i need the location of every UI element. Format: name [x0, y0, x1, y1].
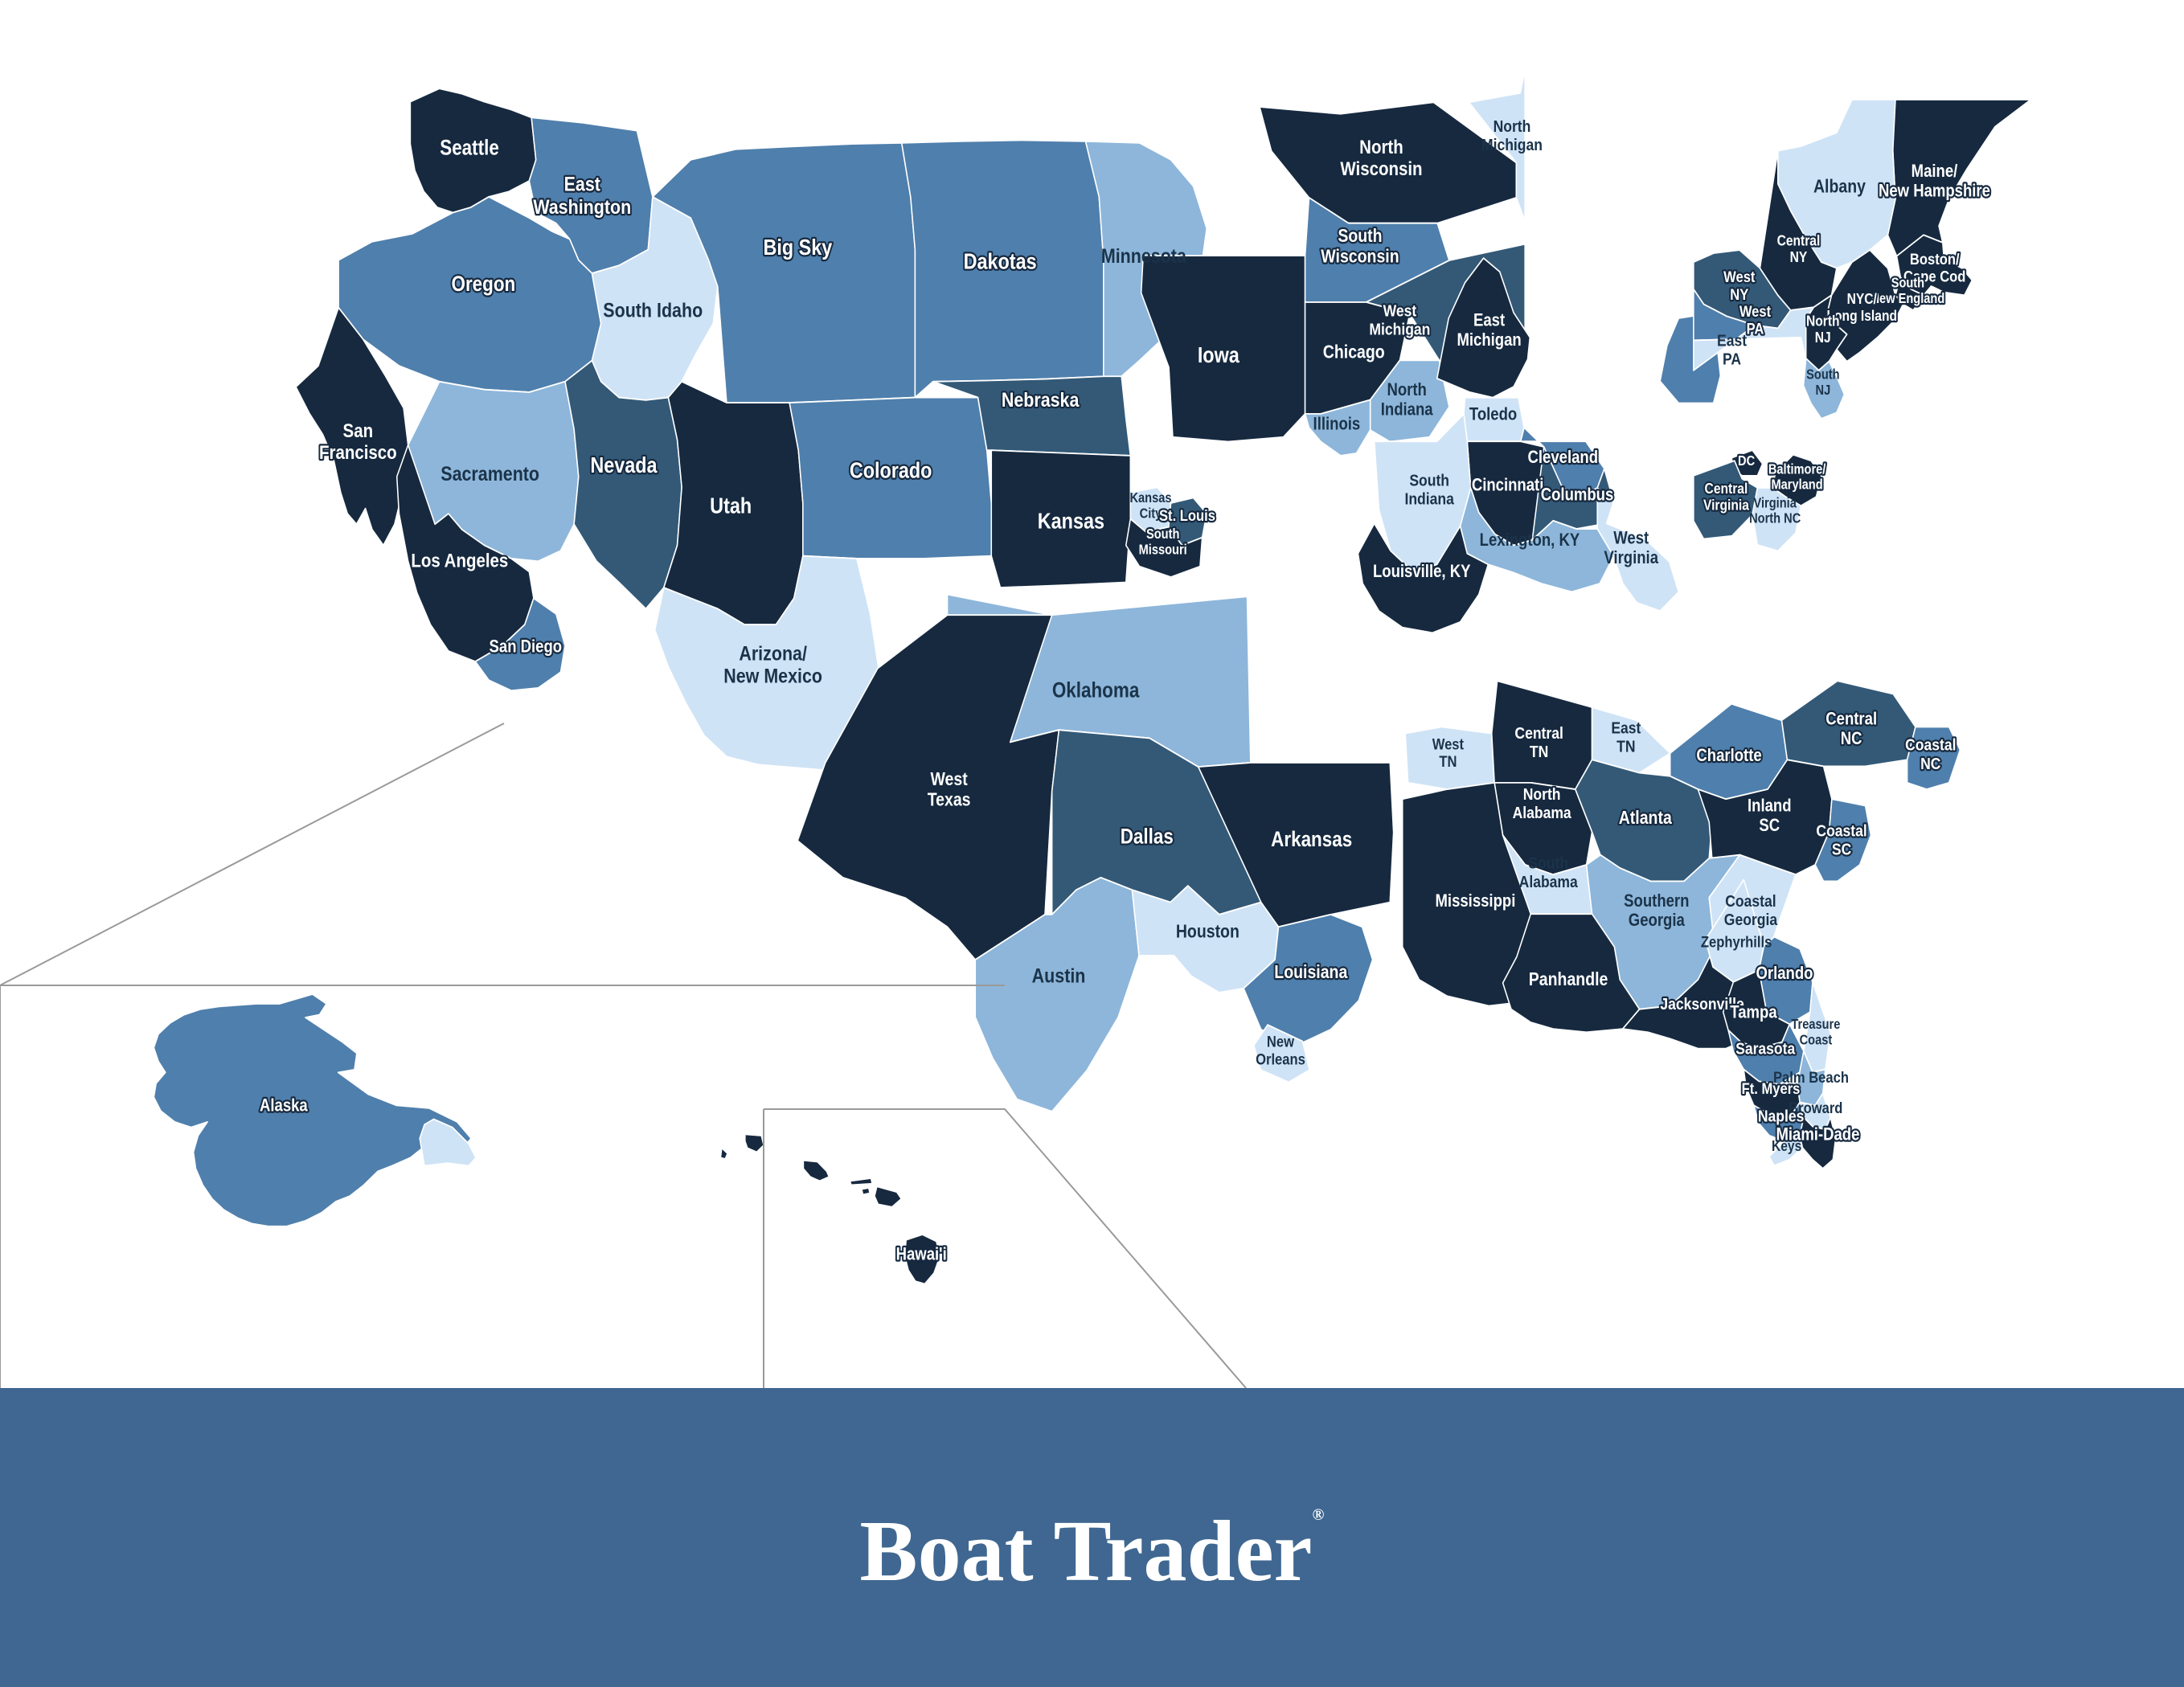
- svg-text:Alaska: Alaska: [260, 1096, 308, 1116]
- svg-text:Kansas: Kansas: [1038, 510, 1104, 534]
- svg-text:Charlotte: Charlotte: [1696, 747, 1761, 766]
- svg-text:Hawai'i: Hawai'i: [896, 1245, 947, 1264]
- svg-text:Nevada: Nevada: [590, 453, 658, 477]
- svg-text:Seattle: Seattle: [440, 137, 499, 160]
- svg-text:Minnesota: Minnesota: [1101, 244, 1187, 267]
- svg-text:Toledo: Toledo: [1469, 405, 1517, 424]
- svg-text:Keys: Keys: [1772, 1138, 1801, 1154]
- svg-text:San Diego: San Diego: [490, 637, 563, 657]
- svg-text:Louisiana: Louisiana: [1274, 962, 1347, 983]
- svg-text:Sarasota: Sarasota: [1735, 1040, 1795, 1058]
- svg-text:Dallas: Dallas: [1121, 825, 1174, 849]
- svg-text:South Idaho: South Idaho: [603, 299, 703, 321]
- svg-text:Cincinnati: Cincinnati: [1472, 476, 1544, 495]
- svg-text:Naples: Naples: [1758, 1108, 1805, 1126]
- svg-text:Los Angeles: Los Angeles: [411, 550, 508, 571]
- svg-text:Austin: Austin: [1032, 964, 1086, 987]
- svg-text:Big Sky: Big Sky: [763, 235, 833, 260]
- svg-text:Chicago: Chicago: [1323, 342, 1385, 362]
- svg-text:Iowa: Iowa: [1198, 344, 1240, 368]
- svg-text:Mississippi: Mississippi: [1435, 892, 1515, 911]
- svg-text:Illinois: Illinois: [1313, 415, 1361, 434]
- svg-text:Zephyrhills: Zephyrhills: [1701, 934, 1772, 952]
- svg-text:Baltimore/Maryland: Baltimore/Maryland: [1768, 462, 1826, 493]
- svg-text:Louisville, KY: Louisville, KY: [1373, 563, 1471, 582]
- svg-text:Colorado: Colorado: [850, 459, 932, 483]
- svg-text:Oklahoma: Oklahoma: [1052, 679, 1140, 702]
- svg-text:Nebraska: Nebraska: [1002, 388, 1080, 411]
- svg-text:Tampa: Tampa: [1730, 1003, 1777, 1022]
- svg-text:St. Louis: St. Louis: [1159, 507, 1215, 525]
- svg-text:Atlanta: Atlanta: [1619, 807, 1672, 828]
- svg-text:Lexington, KY: Lexington, KY: [1480, 531, 1580, 551]
- svg-text:Orlando: Orlando: [1756, 964, 1813, 984]
- svg-text:Arkansas: Arkansas: [1271, 828, 1352, 851]
- svg-text:Utah: Utah: [710, 494, 752, 518]
- svg-text:Oregon: Oregon: [452, 272, 516, 296]
- svg-text:Albany: Albany: [1813, 176, 1866, 197]
- svg-text:Columbus: Columbus: [1541, 485, 1614, 505]
- svg-text:Cleveland: Cleveland: [1528, 448, 1599, 468]
- svg-text:DC: DC: [1738, 454, 1756, 469]
- svg-text:Ft. Myers: Ft. Myers: [1742, 1080, 1801, 1098]
- svg-text:Dakotas: Dakotas: [964, 250, 1037, 274]
- svg-text:Panhandle: Panhandle: [1529, 969, 1608, 990]
- svg-text:Houston: Houston: [1176, 921, 1240, 942]
- svg-text:Sacramento: Sacramento: [440, 462, 539, 485]
